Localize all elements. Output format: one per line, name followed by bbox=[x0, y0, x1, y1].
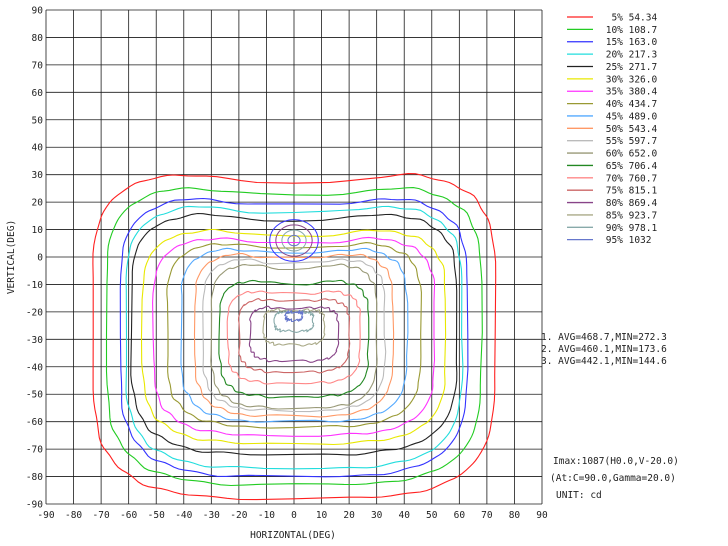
y-tick-label: 60 bbox=[32, 88, 44, 99]
contour-40pct bbox=[166, 242, 422, 429]
x-tick-label: -90 bbox=[37, 510, 54, 521]
contour-25pct bbox=[130, 212, 458, 456]
imax-readout: Imax:1087(H0.0,V-20.0) bbox=[553, 456, 679, 467]
contour-5pct bbox=[92, 173, 497, 501]
contour-15pct bbox=[119, 197, 469, 478]
y-tick-label: 40 bbox=[32, 143, 44, 154]
at-readout: (At:C=90.0,Gamma=20.0) bbox=[550, 473, 676, 484]
y-tick-label: -90 bbox=[26, 500, 43, 511]
contour-80pct bbox=[248, 305, 340, 363]
legend-label: 50% 543.4 bbox=[600, 124, 657, 135]
x-tick-label: -20 bbox=[230, 510, 247, 521]
summary-line-3: 3. AVG=442.1,MIN=144.6 bbox=[541, 356, 667, 367]
legend-label: 95% 1032 bbox=[600, 235, 651, 246]
y-tick-label: -60 bbox=[26, 417, 43, 428]
x-tick-label: -70 bbox=[93, 510, 110, 521]
x-tick-label: 0 bbox=[291, 510, 297, 521]
y-tick-label: 0 bbox=[37, 253, 43, 264]
legend-label: 60% 652.0 bbox=[600, 149, 657, 160]
legend-label: 30% 326.0 bbox=[600, 74, 657, 85]
contour-75pct bbox=[237, 298, 351, 374]
contour-60pct bbox=[210, 263, 378, 410]
x-tick-label: -80 bbox=[65, 510, 82, 521]
y-tick-label: 20 bbox=[32, 198, 44, 209]
legend-label: 65% 706.4 bbox=[600, 161, 657, 172]
contour-20pct bbox=[125, 205, 464, 470]
x-tick-label: 70 bbox=[481, 510, 493, 521]
x-tick-labels: -90 -80 -70 -60 -50 -40 -30 -20 -10 0 10 20 30 40 50 60… bbox=[37, 510, 548, 521]
legend-label: 40% 434.7 bbox=[600, 99, 657, 110]
x-tick-label: -50 bbox=[148, 510, 165, 521]
y-tick-label: 70 bbox=[32, 60, 44, 71]
legend-label: 25% 271.7 bbox=[600, 62, 657, 73]
x-tick-label: -30 bbox=[203, 510, 220, 521]
x-tick-label: -60 bbox=[120, 510, 137, 521]
legend-label: 75% 815.1 bbox=[600, 186, 657, 197]
y-tick-label: 30 bbox=[32, 170, 44, 181]
hotspot-ring bbox=[269, 219, 319, 262]
x-tick-label: 50 bbox=[426, 510, 438, 521]
y-tick-label: -40 bbox=[26, 362, 43, 373]
contour-55pct bbox=[202, 258, 387, 413]
y-tick-label: 10 bbox=[32, 225, 44, 236]
x-tick-label: -40 bbox=[175, 510, 192, 521]
legend-label: 15% 163.0 bbox=[600, 37, 657, 48]
legend-label: 90% 978.1 bbox=[600, 223, 657, 234]
summary-line-2: 2. AVG=460.1,MIN=173.6 bbox=[541, 344, 667, 355]
x-tick-label: 60 bbox=[454, 510, 466, 521]
legend-label: 10% 108.7 bbox=[600, 25, 657, 36]
y-tick-label: 90 bbox=[32, 6, 44, 17]
y-tick-label: -70 bbox=[26, 445, 43, 456]
contour-45pct bbox=[180, 247, 409, 423]
y-axis-title: VERTICAL(DEG) bbox=[6, 220, 17, 294]
summary-line-1: 1. AVG=468.7,MIN=272.3 bbox=[541, 332, 667, 343]
summary-block: 1. AVG=468.7,MIN=272.3 2. AVG=460.1,MIN=… bbox=[541, 332, 679, 501]
legend-label: 45% 489.0 bbox=[600, 111, 657, 122]
y-tick-label: -50 bbox=[26, 390, 43, 401]
hotspot-ring bbox=[287, 234, 301, 247]
legend-label: 20% 217.3 bbox=[600, 50, 657, 61]
hotspot-ring bbox=[275, 224, 313, 257]
x-tick-label: 90 bbox=[536, 510, 548, 521]
y-tick-label: 80 bbox=[32, 33, 44, 44]
legend: 5% 54.34 10% 108.7 15% 163.0 20% 217.3 2… bbox=[567, 13, 657, 246]
legend-label: 85% 923.7 bbox=[600, 210, 657, 221]
y-tick-label: -20 bbox=[26, 307, 43, 318]
contour-65pct bbox=[218, 279, 370, 399]
x-tick-label: 80 bbox=[509, 510, 521, 521]
y-tick-label: -30 bbox=[26, 335, 43, 346]
plot-grid bbox=[45, 9, 543, 505]
unit-readout: UNIT: cd bbox=[556, 490, 602, 501]
legend-label: 5% 54.34 bbox=[600, 13, 657, 24]
hotspot-ring bbox=[281, 229, 307, 252]
x-tick-label: 20 bbox=[343, 510, 355, 521]
y-tick-label: -80 bbox=[26, 472, 43, 483]
legend-label: 80% 869.4 bbox=[600, 198, 657, 209]
legend-label: 70% 760.7 bbox=[600, 173, 657, 184]
y-tick-label: -10 bbox=[26, 280, 43, 291]
y-tick-label: 50 bbox=[32, 115, 44, 126]
contour-95pct bbox=[283, 309, 304, 323]
x-tick-label: 10 bbox=[316, 510, 328, 521]
contour-90pct bbox=[273, 310, 315, 333]
contour-lines bbox=[92, 173, 497, 501]
contour-10pct bbox=[105, 187, 483, 487]
contour-35pct bbox=[152, 236, 436, 437]
x-tick-label: -10 bbox=[258, 510, 275, 521]
x-tick-label: 30 bbox=[371, 510, 383, 521]
legend-label: 55% 597.7 bbox=[600, 136, 657, 147]
contour-50pct bbox=[193, 252, 395, 418]
contour-70pct bbox=[226, 290, 361, 385]
x-axis-title: HORIZONTAL(DEG) bbox=[250, 530, 336, 541]
legend-label: 35% 380.4 bbox=[600, 87, 657, 98]
y-tick-labels: 90 80 70 60 50 40 30 20 10 0 -10 -20 -30 -40 -50 -60 -70… bbox=[26, 6, 43, 511]
contour-30pct bbox=[140, 228, 447, 446]
contour-85pct bbox=[262, 307, 326, 347]
x-tick-label: 40 bbox=[398, 510, 410, 521]
